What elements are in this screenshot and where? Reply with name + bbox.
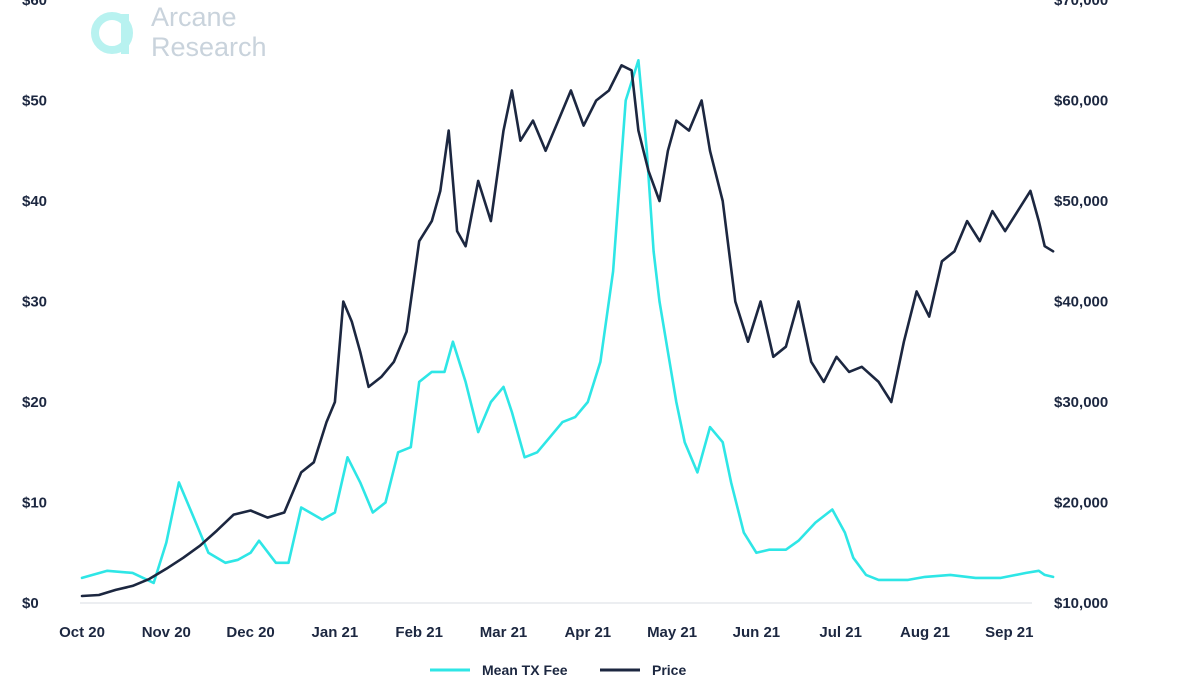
x-tick-label: Jul 21: [819, 624, 862, 641]
x-tick-label: Dec 20: [226, 624, 274, 641]
x-tick-label: May 21: [647, 624, 697, 641]
logo-text-line1: Arcane: [151, 2, 237, 32]
left-tick-label: $20: [22, 394, 47, 411]
x-tick-label: Apr 21: [564, 624, 611, 641]
x-tick-label: Sep 21: [985, 624, 1033, 641]
price-series-line: [80, 64, 1055, 598]
right-tick-label: $50,000: [1054, 193, 1108, 210]
x-tick-label: Oct 20: [59, 624, 105, 641]
x-tick-label: Jun 21: [733, 624, 781, 641]
x-tick-label: Aug 21: [900, 624, 950, 641]
right-tick-label: $20,000: [1054, 495, 1108, 512]
right-tick-label: $30,000: [1054, 394, 1108, 411]
x-tick-label: Feb 21: [395, 624, 443, 641]
left-tick-label: $60: [22, 0, 47, 9]
arcane-research-logo: Arcane Research: [91, 2, 267, 62]
x-tick-label: Jan 21: [312, 624, 359, 641]
right-tick-label: $60,000: [1054, 93, 1108, 110]
logo-text-line2: Research: [151, 32, 267, 62]
x-tick-label: Mar 21: [480, 624, 528, 641]
left-tick-label: $0: [22, 595, 39, 612]
left-tick-label: $50: [22, 93, 47, 110]
left-tick-label: $40: [22, 193, 47, 210]
left-tick-label: $30: [22, 294, 47, 311]
right-axis-ticks: $10,000 $20,000 $30,000 $40,000 $50,000 $60,0…: [1054, 0, 1108, 612]
series-layer: [80, 58, 1055, 598]
mean-tx-fee-legend-label: Mean TX Fee: [482, 662, 568, 675]
right-tick-label: $70,000: [1054, 0, 1108, 9]
right-tick-label: $40,000: [1054, 294, 1108, 311]
mean-tx-fee-series-line: [80, 58, 1055, 585]
x-tick-label: Nov 20: [142, 624, 191, 641]
left-axis-ticks: $0 $10 $20 $30 $40 $50 $60: [22, 0, 47, 612]
price-legend-label: Price: [652, 662, 686, 675]
x-axis-ticks: Oct 20 Nov 20 Dec 20 Jan 21 Feb 21 Mar 21 Apr …: [59, 624, 1033, 641]
right-tick-label: $10,000: [1054, 595, 1108, 612]
left-tick-label: $10: [22, 495, 47, 512]
arcane-logo-icon: [91, 12, 133, 54]
legend: Mean TX Fee Price: [430, 662, 686, 675]
